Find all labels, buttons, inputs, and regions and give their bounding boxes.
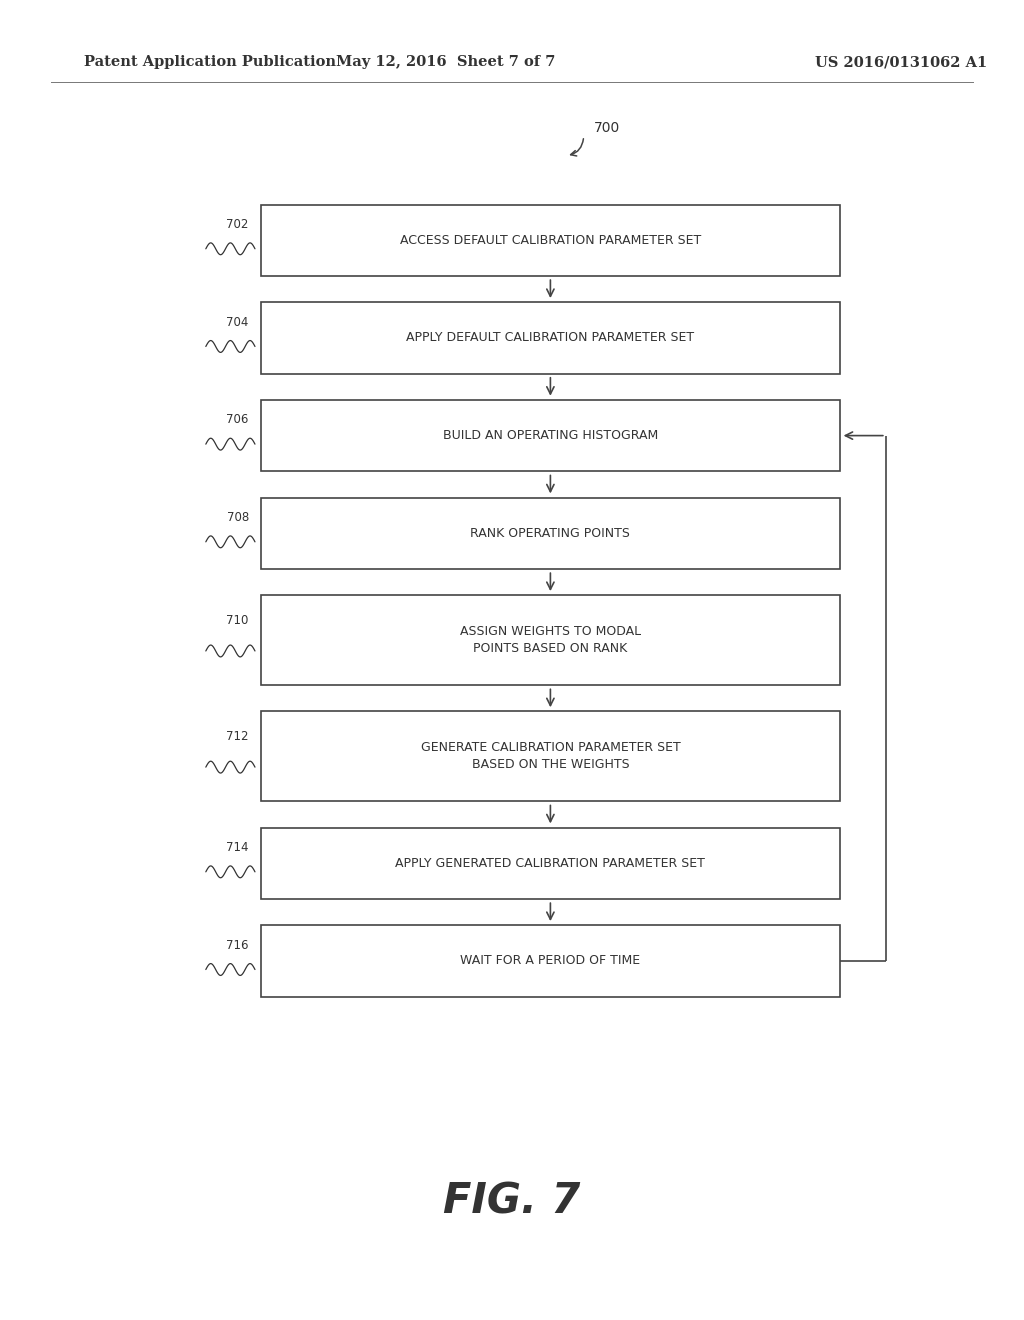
Text: Patent Application Publication: Patent Application Publication (84, 55, 336, 69)
Text: 700: 700 (594, 121, 621, 135)
Bar (261, 400, 840, 471)
Text: GENERATE CALIBRATION PARAMETER SET
BASED ON THE WEIGHTS: GENERATE CALIBRATION PARAMETER SET BASED… (421, 742, 680, 771)
Text: 708: 708 (226, 511, 249, 524)
Text: 710: 710 (226, 614, 249, 627)
Text: RANK OPERATING POINTS: RANK OPERATING POINTS (470, 527, 631, 540)
Bar (261, 595, 840, 685)
Text: 712: 712 (226, 730, 249, 743)
Text: WAIT FOR A PERIOD OF TIME: WAIT FOR A PERIOD OF TIME (461, 954, 640, 968)
Text: BUILD AN OPERATING HISTOGRAM: BUILD AN OPERATING HISTOGRAM (442, 429, 658, 442)
Bar (261, 302, 840, 374)
Text: May 12, 2016  Sheet 7 of 7: May 12, 2016 Sheet 7 of 7 (336, 55, 555, 69)
Bar (261, 925, 840, 997)
Text: FIG. 7: FIG. 7 (443, 1180, 581, 1222)
Text: US 2016/0131062 A1: US 2016/0131062 A1 (815, 55, 987, 69)
Bar (261, 205, 840, 276)
Text: APPLY GENERATED CALIBRATION PARAMETER SET: APPLY GENERATED CALIBRATION PARAMETER SE… (395, 857, 706, 870)
Text: 714: 714 (226, 841, 249, 854)
Text: ASSIGN WEIGHTS TO MODAL
POINTS BASED ON RANK: ASSIGN WEIGHTS TO MODAL POINTS BASED ON … (460, 626, 641, 655)
Text: 716: 716 (226, 939, 249, 952)
Text: APPLY DEFAULT CALIBRATION PARAMETER SET: APPLY DEFAULT CALIBRATION PARAMETER SET (407, 331, 694, 345)
Bar (261, 498, 840, 569)
Bar (261, 711, 840, 801)
Text: ACCESS DEFAULT CALIBRATION PARAMETER SET: ACCESS DEFAULT CALIBRATION PARAMETER SET (399, 234, 701, 247)
Text: 706: 706 (226, 413, 249, 426)
Text: 704: 704 (226, 315, 249, 329)
Text: 702: 702 (226, 218, 249, 231)
Bar (261, 828, 840, 899)
